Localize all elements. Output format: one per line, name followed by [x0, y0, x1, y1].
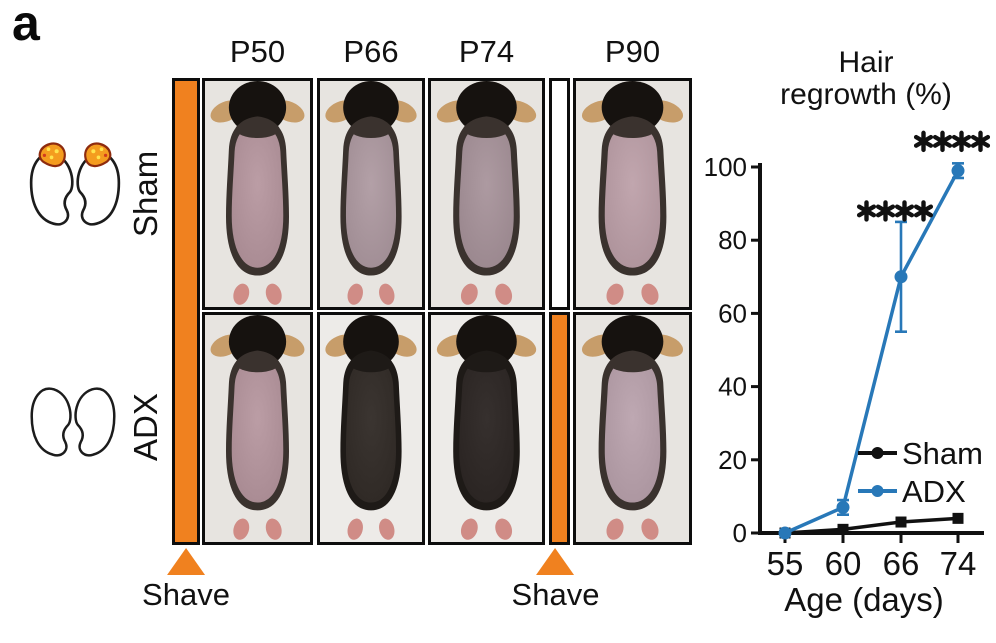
x-tick-label: 55 [767, 545, 804, 582]
column-header-p90: P90 [604, 34, 661, 69]
data-point-adx [778, 526, 792, 540]
y-tick-label: 80 [718, 225, 747, 255]
significance-star-spoke [856, 204, 877, 218]
mouse-photo-drawing [320, 81, 422, 307]
chart-title-line: regrowth (%) [780, 78, 952, 111]
mouse-photo-drawing [205, 315, 310, 542]
mouse-photo-drawing [576, 315, 689, 542]
significance-star-spoke [913, 134, 934, 148]
panel-label: a [12, 0, 40, 51]
y-tick-label: 20 [718, 445, 747, 475]
mouse-photo-adx-p74 [428, 312, 545, 545]
shave-marker-first: Shave [142, 548, 230, 613]
data-point-sham [895, 516, 907, 528]
kidneys-without-adrenals-icon [30, 387, 116, 457]
legend-label-adx: ADX [902, 474, 966, 509]
separator-strip-sham [549, 78, 570, 310]
shave-triangle-icon [536, 548, 575, 575]
mouse-photo-drawing [205, 81, 310, 307]
x-tick-label: 60 [825, 545, 862, 582]
column-header-p74: P74 [458, 34, 515, 69]
chart-title-line: Hair [838, 46, 893, 79]
y-tick-label: 60 [718, 298, 747, 328]
hair-regrowth-chart: Hair regrowth (%) 0 20 40 60 80 100 55 60 66 74 Age … [700, 0, 996, 643]
mouse-photo-sham-p74 [428, 78, 545, 310]
data-point-adx [836, 500, 850, 514]
significance-star-spoke [913, 204, 934, 218]
x-tick-label: 66 [883, 545, 920, 582]
row-label-adx: ADX [127, 393, 164, 462]
shave-label: Shave [511, 577, 600, 612]
legend-marker-sham [871, 447, 884, 459]
data-point-adx [951, 164, 965, 178]
mouse-photo-sham-p50 [202, 78, 313, 310]
y-tick-label: 0 [733, 518, 747, 548]
mouse-photo-sham-p90 [573, 78, 692, 310]
shave-marker-second: Shave [511, 548, 600, 613]
mouse-photo-adx-p66 [317, 312, 425, 545]
kidneys-with-adrenals-icon [29, 142, 121, 226]
mouse-photo-adx-p90 [573, 312, 692, 545]
shave-bar-second [549, 312, 570, 545]
x-tick-label: 74 [940, 545, 977, 582]
mouse-photo-drawing [431, 81, 542, 307]
shave-triangle-icon [167, 548, 205, 575]
legend-marker-adx [871, 485, 884, 497]
significance-star-spoke [875, 204, 896, 218]
significance-star-spoke [951, 134, 972, 148]
mouse-photo-drawing [431, 315, 542, 542]
mouse-photo-drawing [576, 81, 689, 307]
significance-star-spoke [894, 204, 915, 218]
shave-bar-first [172, 78, 200, 545]
data-point-sham [837, 523, 849, 535]
x-axis-label: Age (days) [784, 581, 944, 618]
column-header-p66: P66 [343, 34, 399, 69]
mouse-photo-sham-p66 [317, 78, 425, 310]
column-header-p50: P50 [229, 34, 286, 69]
significance-star-spoke [932, 134, 953, 148]
series-line-adx [784, 169, 960, 535]
data-point-sham [952, 512, 964, 524]
mouse-photo-grid [172, 78, 693, 545]
series-line-sham [784, 516, 959, 535]
shave-label: Shave [142, 577, 230, 612]
y-tick-label: 40 [718, 372, 747, 402]
mouse-photo-adx-p50 [202, 312, 313, 545]
legend-label-sham: Sham [902, 436, 983, 471]
mouse-photo-drawing [320, 315, 422, 542]
data-point-adx [894, 270, 908, 284]
y-tick-label: 100 [704, 152, 747, 182]
significance-star-spoke [970, 134, 991, 148]
row-label-sham: Sham [127, 150, 164, 238]
